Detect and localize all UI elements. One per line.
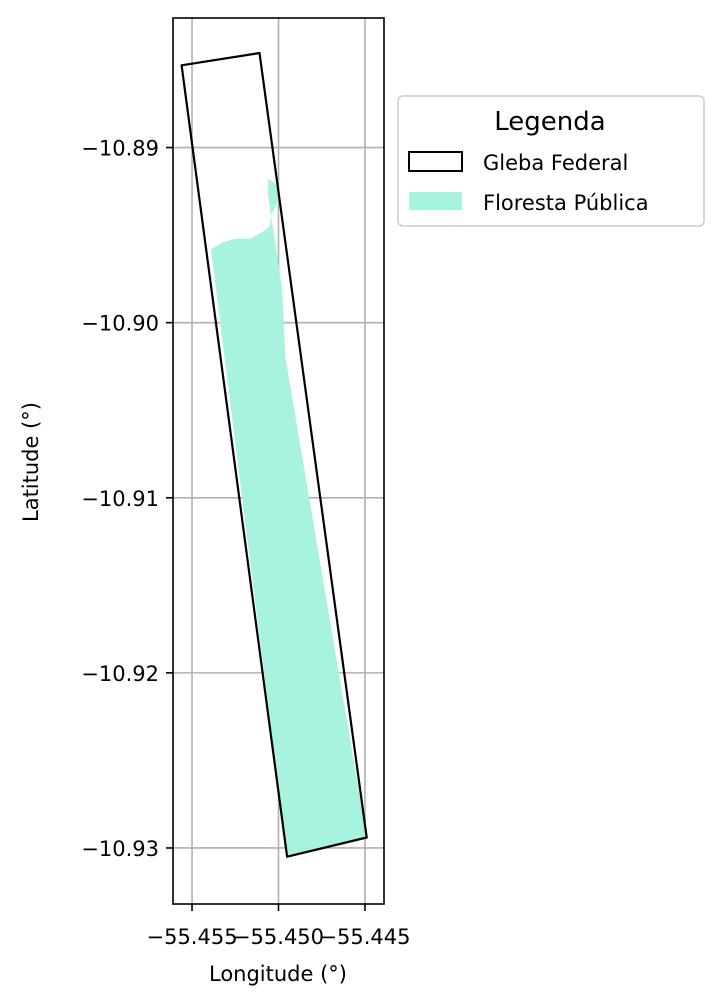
- y-tick-label: −10.90: [81, 312, 159, 336]
- x-tick-label: −55.445: [319, 925, 410, 949]
- legend: Legenda Gleba Federal Floresta Pública: [397, 95, 705, 227]
- y-tick-label: −10.89: [81, 137, 159, 161]
- legend-box: [397, 95, 705, 227]
- legend-swatch-floresta-publica: [409, 192, 462, 210]
- x-axis-title: Longitude (°): [209, 962, 347, 986]
- x-axis-ticks: −55.455−55.450−55.445: [146, 904, 411, 949]
- y-axis-title: Latitude (°): [19, 402, 43, 522]
- map-plot-area: −55.455−55.450−55.445 −10.89 −10.90 −10.91…: [81, 17, 411, 949]
- x-tick-label: −55.450: [233, 925, 324, 949]
- floresta-publica-polygon: [211, 179, 367, 857]
- map-layers: [180, 51, 368, 858]
- legend-label-gleba-federal: Gleba Federal: [483, 151, 628, 175]
- y-tick-label: −10.91: [81, 487, 159, 511]
- y-tick-label: −10.93: [81, 837, 159, 861]
- gleba-federal-polygon: [180, 51, 368, 858]
- y-axis-ticks: −10.89 −10.90 −10.91 −10.92 −10.93: [81, 137, 173, 861]
- legend-swatch-gleba-federal: [408, 151, 463, 172]
- y-tick-label: −10.92: [81, 662, 159, 686]
- x-tick-label: −55.455: [146, 925, 237, 949]
- legend-label-floresta-publica: Floresta Pública: [483, 191, 649, 215]
- legend-title: Legenda: [494, 107, 605, 137]
